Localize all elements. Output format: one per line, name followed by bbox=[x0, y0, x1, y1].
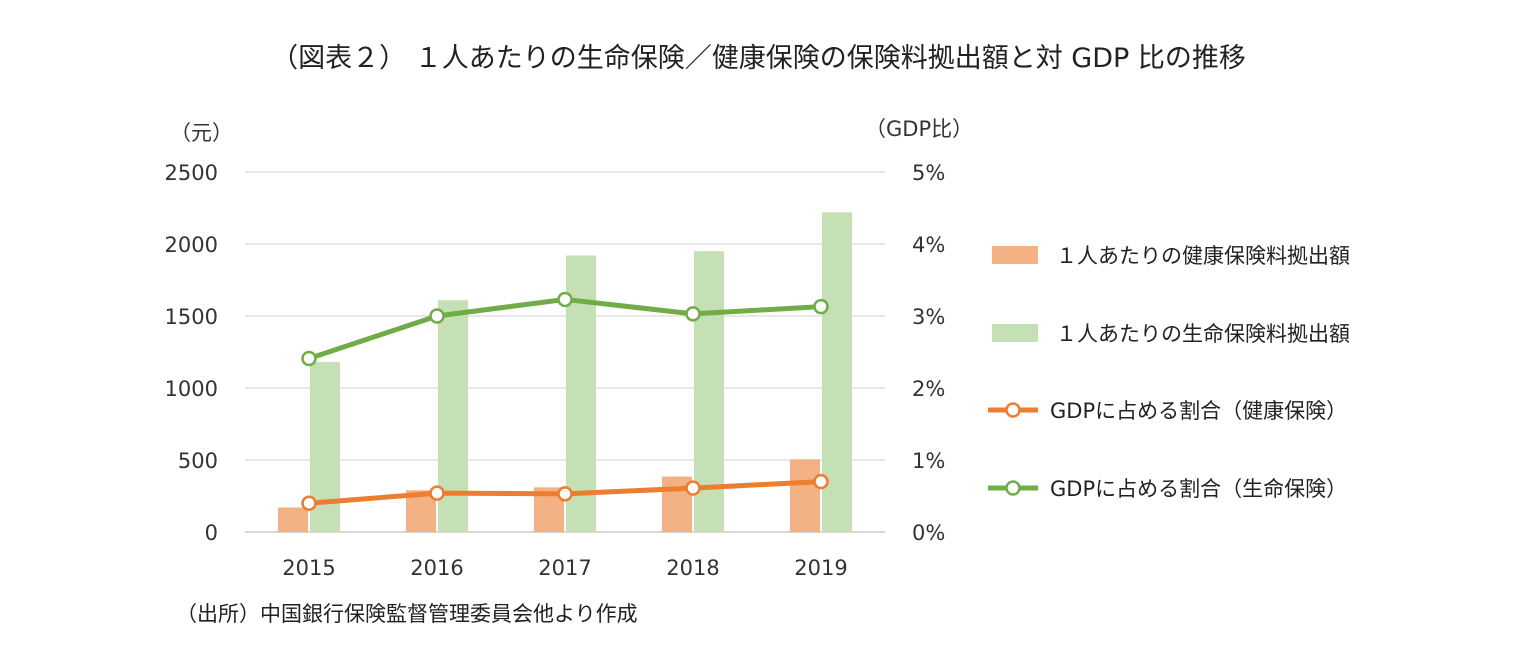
legend-swatch bbox=[992, 324, 1038, 342]
line-point bbox=[429, 485, 445, 501]
bar bbox=[790, 459, 820, 532]
right-tick-label: 5% bbox=[912, 161, 945, 185]
line-point bbox=[813, 298, 829, 315]
source-note: （出所）中国銀行保険監督管理委員会他より作成 bbox=[176, 602, 638, 626]
line-point bbox=[429, 308, 445, 324]
line-point bbox=[685, 306, 701, 322]
legend-label: １人あたりの健康保険料拠出額 bbox=[1056, 244, 1350, 268]
x-tick-label: 2015 bbox=[282, 556, 335, 580]
bar bbox=[278, 507, 308, 532]
left-tick-label: 0 bbox=[205, 521, 218, 545]
left-axis-unit: （元） bbox=[170, 121, 233, 145]
right-tick-label: 1% bbox=[912, 449, 945, 473]
line-point bbox=[557, 486, 573, 502]
left-tick-label: 1500 bbox=[165, 305, 218, 329]
x-tick-label: 2018 bbox=[666, 556, 719, 580]
legend-label: GDPに占める割合（健康保険） bbox=[1050, 399, 1347, 423]
line-point bbox=[301, 495, 317, 511]
x-tick-label: 2016 bbox=[410, 556, 463, 580]
left-tick-label: 1000 bbox=[165, 377, 218, 401]
left-tick-label: 2000 bbox=[165, 233, 218, 257]
series-line bbox=[308, 296, 822, 361]
line-point bbox=[813, 473, 829, 490]
right-axis-unit: （GDP比） bbox=[865, 117, 973, 141]
line-point bbox=[301, 350, 317, 367]
right-tick-label: 2% bbox=[912, 377, 945, 401]
legend-label: １人あたりの生命保険料拠出額 bbox=[1056, 322, 1350, 346]
left-tick-label: 2500 bbox=[165, 161, 218, 185]
right-tick-label: 0% bbox=[912, 521, 945, 545]
right-tick-label: 3% bbox=[912, 305, 945, 329]
right-tick-label: 4% bbox=[912, 233, 945, 257]
legend-swatch bbox=[992, 246, 1038, 264]
legend-label: GDPに占める割合（生命保険） bbox=[1050, 477, 1347, 501]
legend-marker bbox=[1005, 402, 1021, 418]
x-tick-label: 2017 bbox=[538, 556, 591, 580]
legend-marker bbox=[1005, 480, 1021, 496]
chart-title: （図表２） １人あたりの生命保険／健康保険の保険料拠出額と対 GDP 比の推移 bbox=[271, 43, 1246, 74]
x-tick-label: 2019 bbox=[794, 556, 847, 580]
left-tick-label: 500 bbox=[178, 449, 218, 473]
line-point bbox=[557, 291, 573, 308]
line-point bbox=[685, 480, 701, 496]
